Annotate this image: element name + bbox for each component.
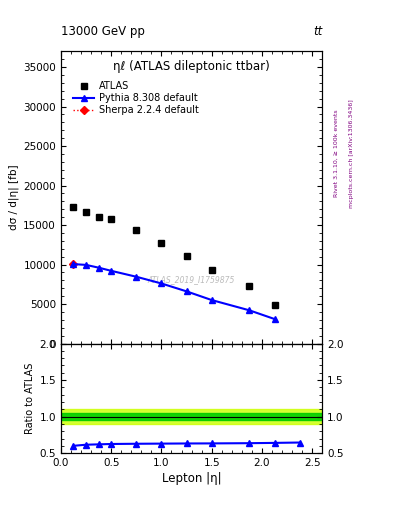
Text: mcplots.cern.ch [arXiv:1306.3436]: mcplots.cern.ch [arXiv:1306.3436] [349,99,354,208]
Pythia 8.308 default [109,268,114,274]
ATLAS [209,267,214,273]
ATLAS [272,302,277,308]
Pythia 8.308 default [96,265,101,271]
Pythia 8.308 default [134,274,139,280]
Bar [61,409,322,424]
Pythia 8.308 default [184,288,189,294]
Text: Rivet 3.1.10, ≥ 100k events: Rivet 3.1.10, ≥ 100k events [334,110,338,198]
Pythia 8.308 default [247,307,252,313]
Pythia 8.308 default [209,297,214,303]
ATLAS [184,253,189,259]
ATLAS [109,216,114,222]
Y-axis label: Ratio to ATLAS: Ratio to ATLAS [25,362,35,434]
Text: ηℓ (ATLAS dileptonic ttbar): ηℓ (ATLAS dileptonic ttbar) [113,60,270,73]
Bar [61,413,322,420]
Line: Pythia 8.308 default: Pythia 8.308 default [71,261,277,322]
Text: 13000 GeV pp: 13000 GeV pp [61,26,145,38]
X-axis label: Lepton |η|: Lepton |η| [162,472,221,485]
Pythia 8.308 default [71,261,76,267]
ATLAS [134,227,139,233]
Text: ATLAS_2019_I1759875: ATLAS_2019_I1759875 [148,275,235,284]
Y-axis label: dσ / d|η| [fb]: dσ / d|η| [fb] [9,164,19,230]
Pythia 8.308 default [159,281,164,287]
Legend: ATLAS, Pythia 8.308 default, Sherpa 2.2.4 default: ATLAS, Pythia 8.308 default, Sherpa 2.2.… [71,79,201,117]
Pythia 8.308 default [272,316,277,322]
Text: tt: tt [313,26,322,38]
ATLAS [159,240,164,246]
ATLAS [247,283,252,289]
ATLAS [71,204,76,210]
ATLAS [96,214,101,220]
ATLAS [84,209,88,216]
Line: ATLAS: ATLAS [70,203,278,309]
Pythia 8.308 default [84,262,88,268]
